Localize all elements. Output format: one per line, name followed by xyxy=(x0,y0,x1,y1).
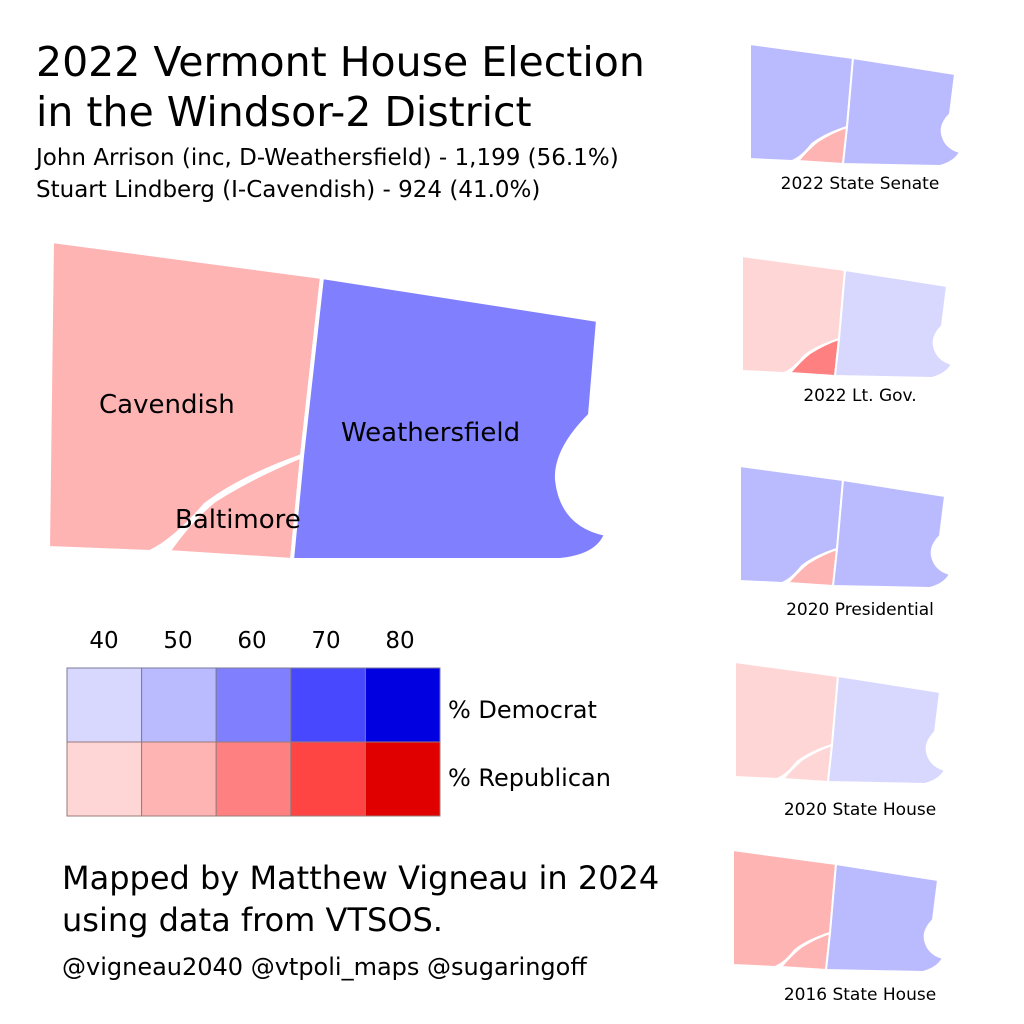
town-label-baltimore: Baltimore xyxy=(175,505,301,535)
legend-rep-swatch-50 xyxy=(141,741,217,817)
legend-dem-row xyxy=(66,667,441,743)
social-handles: @vigneau2040 @vtpoli_maps @sugaringoff xyxy=(62,953,587,981)
candidate-2-result: Stuart Lindberg (I-Cavendish) - 924 (41.… xyxy=(36,177,541,203)
mini-town-baltimore xyxy=(782,744,833,783)
legend-tick-50: 50 xyxy=(163,628,193,654)
mini-town-baltimore xyxy=(780,932,831,971)
legend-tick-70: 70 xyxy=(311,628,341,654)
mini-map-1 xyxy=(749,43,961,167)
legend-dem-label: % Democrat xyxy=(448,696,597,724)
mini-map-3 xyxy=(739,465,951,589)
map-title-line-2: in the Windsor-2 District xyxy=(36,88,532,136)
legend-dem-swatch-40 xyxy=(66,667,143,743)
mini-map-label-5: 2016 State House xyxy=(783,985,937,1005)
legend-dem-swatch-60 xyxy=(215,667,292,743)
town-label-weathersfield: Weathersfield xyxy=(341,418,521,448)
mini-map-4 xyxy=(734,661,946,785)
mini-map-label-3: 2020 Presidential xyxy=(786,600,934,620)
credit-line-1: Mapped by Matthew Vigneau in 2024 xyxy=(62,859,660,897)
mini-town-baltimore xyxy=(797,126,848,165)
legend-dem-swatch-50 xyxy=(141,667,217,743)
town-label-cavendish: Cavendish xyxy=(99,390,235,420)
legend-rep-swatch-40 xyxy=(66,741,143,817)
map-title-line-1: 2022 Vermont House Election xyxy=(36,38,645,86)
legend-dem-swatch-70 xyxy=(290,667,366,743)
legend-rep-row xyxy=(66,741,441,817)
town-weathersfield xyxy=(290,275,608,562)
mini-town-weathersfield xyxy=(825,863,944,973)
credit-line-2: using data from VTSOS. xyxy=(62,901,443,939)
legend-rep-label: % Republican xyxy=(448,764,611,792)
mini-town-weathersfield xyxy=(834,269,953,379)
mini-town-baltimore xyxy=(787,548,838,587)
mini-map-2 xyxy=(741,255,953,379)
mini-map-5 xyxy=(732,849,944,973)
mini-map-label-1: 2022 State Senate xyxy=(780,174,940,194)
candidate-1-result: John Arrison (inc, D-Weathersfield) - 1,… xyxy=(36,145,619,171)
mini-town-weathersfield xyxy=(832,479,951,589)
legend-rep-swatch-80 xyxy=(364,741,441,817)
town-baltimore xyxy=(166,454,304,562)
mini-town-baltimore xyxy=(789,338,840,377)
legend-dem-swatch-80 xyxy=(364,667,441,743)
mini-town-weathersfield xyxy=(842,57,961,167)
mini-map-label-4: 2020 State House xyxy=(783,800,937,820)
mini-town-weathersfield xyxy=(827,675,946,785)
mini-map-label-2: 2022 Lt. Gov. xyxy=(803,386,917,406)
legend-tick-80: 80 xyxy=(385,628,415,654)
legend-tick-40: 40 xyxy=(89,628,119,654)
legend-tick-60: 60 xyxy=(237,628,267,654)
legend-rep-swatch-70 xyxy=(290,741,366,817)
legend-rep-swatch-60 xyxy=(215,741,292,817)
